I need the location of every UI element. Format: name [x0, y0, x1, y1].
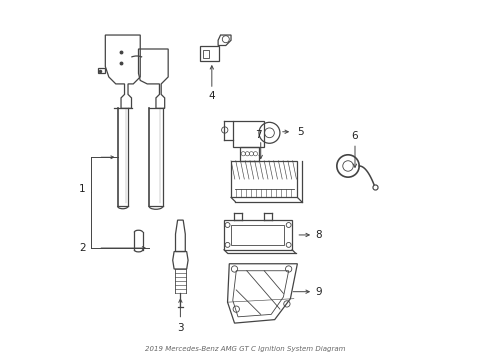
Bar [199, 45, 219, 61]
Text: 5: 5 [297, 127, 304, 137]
Text: 2: 2 [79, 243, 86, 253]
Text: 4: 4 [209, 91, 215, 101]
Bar [233, 121, 264, 147]
Text: 9: 9 [316, 287, 322, 297]
Text: 3: 3 [177, 323, 184, 333]
Text: 1: 1 [79, 184, 86, 194]
Bar [240, 147, 259, 161]
Text: 7: 7 [255, 130, 262, 140]
Bar [224, 220, 292, 250]
Bar [231, 161, 297, 197]
Bar [203, 50, 209, 58]
Text: 2019 Mercedes-Benz AMG GT C Ignition System Diagram: 2019 Mercedes-Benz AMG GT C Ignition Sys… [145, 346, 345, 352]
Text: 6: 6 [352, 131, 358, 141]
Text: 8: 8 [315, 230, 321, 240]
Bar [231, 225, 285, 245]
